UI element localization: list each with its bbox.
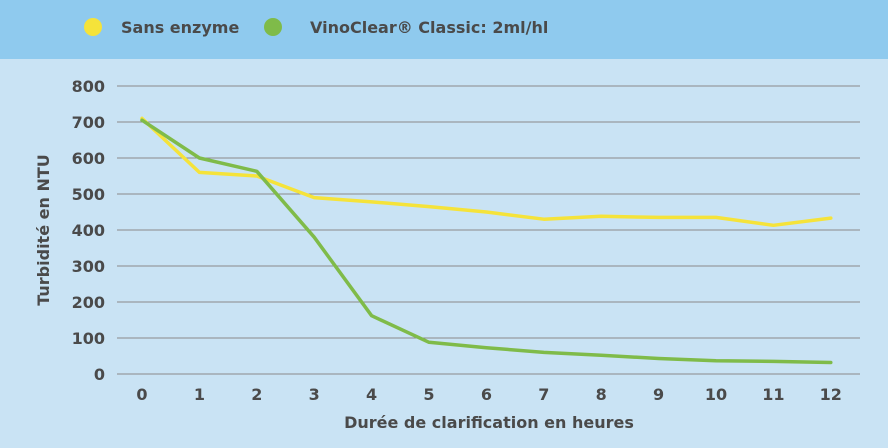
- gridlines: [117, 85, 860, 375]
- x-tick-label-10: 10: [705, 385, 727, 404]
- series-line-vinoclear: [140, 118, 833, 365]
- x-tick-label-0: 0: [136, 385, 147, 404]
- x-tick-label-8: 8: [596, 385, 607, 404]
- y-tick-label-800: 800: [72, 77, 105, 96]
- legend-label-sans-enzyme: Sans enzyme: [121, 18, 239, 37]
- y-axis-label: Turbidité en NTU: [34, 154, 53, 306]
- series-lines: [140, 116, 833, 365]
- x-tick-label-4: 4: [366, 385, 377, 404]
- series-line-sans-enzyme: [140, 116, 833, 228]
- y-tick-label-700: 700: [72, 113, 105, 132]
- legend: Sans enzyme VinoClear® Classic: 2ml/hl: [84, 18, 548, 37]
- x-tick-labels: 0 1 2 3 4 5 6 7 8 9 10 11 12: [136, 385, 842, 404]
- legend-marker-sans-enzyme: [84, 18, 102, 36]
- y-tick-label-300: 300: [72, 257, 105, 276]
- x-tick-label-3: 3: [309, 385, 320, 404]
- legend-bar: [0, 0, 888, 59]
- y-tick-label-600: 600: [72, 149, 105, 168]
- legend-marker-vinoclear: [264, 18, 282, 36]
- x-tick-label-5: 5: [423, 385, 434, 404]
- x-tick-label-11: 11: [762, 385, 784, 404]
- y-tick-label-200: 200: [72, 293, 105, 312]
- x-tick-label-1: 1: [194, 385, 205, 404]
- y-tick-label-500: 500: [72, 185, 105, 204]
- y-tick-label-400: 400: [72, 221, 105, 240]
- y-tick-label-100: 100: [72, 329, 105, 348]
- y-tick-label-0: 0: [94, 365, 105, 384]
- y-tick-labels: 0 100 200 300 400 500 600 700 800: [72, 77, 105, 384]
- x-tick-label-2: 2: [251, 385, 262, 404]
- x-tick-label-9: 9: [653, 385, 664, 404]
- x-tick-label-6: 6: [481, 385, 492, 404]
- legend-label-vinoclear: VinoClear® Classic: 2ml/hl: [310, 18, 548, 37]
- x-tick-label-7: 7: [538, 385, 549, 404]
- x-axis-label: Durée de clarification en heures: [344, 413, 634, 432]
- x-tick-label-12: 12: [820, 385, 842, 404]
